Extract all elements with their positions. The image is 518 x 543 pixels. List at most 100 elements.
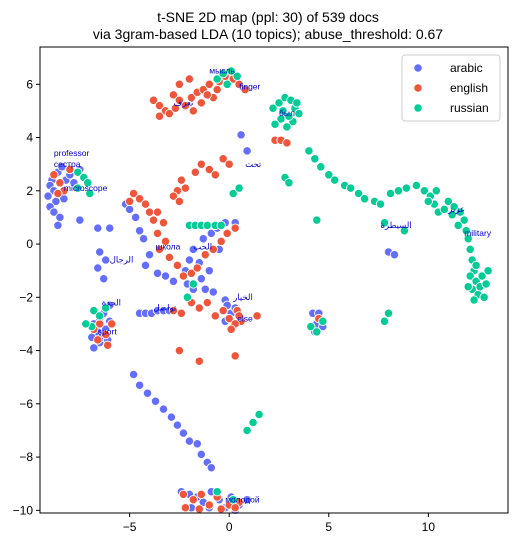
point-english-22 — [164, 108, 175, 119]
y-tick-label: −6 — [19, 397, 33, 411]
point-russian-6 — [95, 311, 105, 321]
x-tick-label: 10 — [422, 520, 436, 534]
annotation-label: молодой — [225, 494, 260, 504]
point-arabic-105 — [236, 130, 246, 140]
point-arabic-15 — [53, 220, 63, 231]
point-arabic-3 — [43, 191, 53, 201]
annotation-label: تعرف — [173, 98, 194, 108]
point-russian-19 — [294, 108, 304, 119]
point-arabic-38 — [134, 226, 145, 236]
point-russian-86 — [312, 327, 322, 337]
point-arabic-9 — [57, 162, 67, 172]
annotation-label: عزيز — [447, 204, 465, 214]
annotation-label: finger — [239, 82, 260, 92]
point-arabic-43 — [160, 271, 171, 281]
annotation-label: был — [279, 108, 295, 118]
point-russian-5 — [89, 305, 99, 316]
point-russian-3 — [73, 183, 83, 193]
legend-label-arabic: arabic — [450, 61, 483, 75]
point-arabic-78 — [134, 380, 145, 390]
point-english-69 — [224, 313, 234, 324]
point-english-44 — [140, 199, 151, 209]
point-russian-23 — [270, 119, 280, 129]
point-english-53 — [172, 260, 183, 271]
point-arabic-22 — [99, 274, 109, 284]
legend-marker-english — [413, 83, 423, 93]
point-russian-41 — [411, 180, 422, 191]
point-arabic-17 — [93, 223, 103, 233]
point-russian-4 — [85, 188, 95, 199]
point-arabic-84 — [178, 428, 189, 438]
point-english-68 — [218, 305, 228, 316]
series-russian — [73, 66, 493, 505]
point-english-48 — [158, 218, 169, 228]
legend-box — [401, 54, 501, 122]
point-english-11 — [186, 92, 197, 103]
point-russian-81 — [228, 188, 238, 199]
point-english-42 — [128, 188, 139, 199]
point-arabic-49 — [200, 284, 210, 294]
point-english-39 — [168, 191, 179, 201]
point-russian-12 — [226, 66, 236, 76]
point-arabic-79 — [142, 388, 153, 398]
x-tick-label: −5 — [123, 520, 137, 534]
point-english-82 — [194, 356, 204, 366]
legend-label-russian: russian — [450, 101, 489, 115]
point-english-94 — [230, 503, 240, 513]
annotation-label: الجدة — [102, 297, 121, 307]
point-russian-40 — [401, 183, 412, 193]
point-english-55 — [186, 268, 197, 278]
point-russian-13 — [232, 71, 242, 81]
point-russian-14 — [268, 103, 278, 113]
point-english-27 — [212, 84, 222, 95]
point-russian-69 — [431, 186, 441, 196]
point-english-52 — [164, 252, 175, 263]
chart-subtitle: via 3gram-based LDA (10 topics); abuse_t… — [93, 26, 443, 42]
point-arabic-19 — [95, 247, 105, 257]
point-russian-68 — [469, 295, 479, 305]
point-arabic-46 — [184, 255, 195, 265]
point-english-9 — [174, 95, 185, 105]
point-english-73 — [234, 311, 244, 321]
point-arabic-85 — [184, 436, 195, 446]
axes-layer: −5 0 5 10 −10 −8 −6 −4 −2 0 2 4 6 — [13, 77, 436, 534]
point-english-83 — [230, 351, 240, 361]
annotation-label: military — [464, 228, 492, 238]
y-tick-label: −4 — [19, 344, 33, 358]
annotation-label: تحت — [245, 159, 262, 169]
point-russian-74 — [379, 218, 390, 228]
point-english-36 — [176, 175, 187, 185]
point-russian-90 — [242, 425, 252, 436]
point-english-76 — [101, 329, 111, 340]
point-english-50 — [160, 236, 171, 247]
point-arabic-31 — [89, 343, 99, 353]
point-english-79 — [103, 340, 113, 350]
point-russian-42 — [419, 186, 430, 196]
point-russian-33 — [346, 183, 356, 193]
point-arabic-82 — [166, 412, 177, 422]
point-russian-65 — [483, 266, 493, 276]
point-russian-29 — [316, 162, 326, 172]
point-english-24 — [188, 106, 198, 116]
point-russian-83 — [182, 292, 193, 302]
point-english-91 — [180, 503, 191, 513]
point-english-84 — [178, 489, 189, 500]
point-arabic-6 — [49, 207, 59, 217]
point-english-51 — [154, 244, 165, 255]
point-english-63 — [176, 308, 187, 318]
point-arabic-42 — [152, 268, 163, 278]
legend-marker-russian — [413, 103, 423, 113]
point-russian-96 — [284, 178, 294, 188]
point-russian-57 — [465, 271, 475, 281]
point-russian-97 — [81, 319, 91, 329]
plot-frame — [39, 46, 509, 514]
point-english-49 — [152, 228, 163, 239]
point-russian-84 — [188, 279, 198, 289]
point-russian-63 — [481, 279, 491, 289]
point-english-25 — [196, 98, 206, 108]
point-english-21 — [154, 111, 165, 121]
point-russian-80 — [216, 220, 226, 231]
point-arabic-53 — [188, 244, 198, 255]
point-arabic-7 — [55, 212, 65, 223]
